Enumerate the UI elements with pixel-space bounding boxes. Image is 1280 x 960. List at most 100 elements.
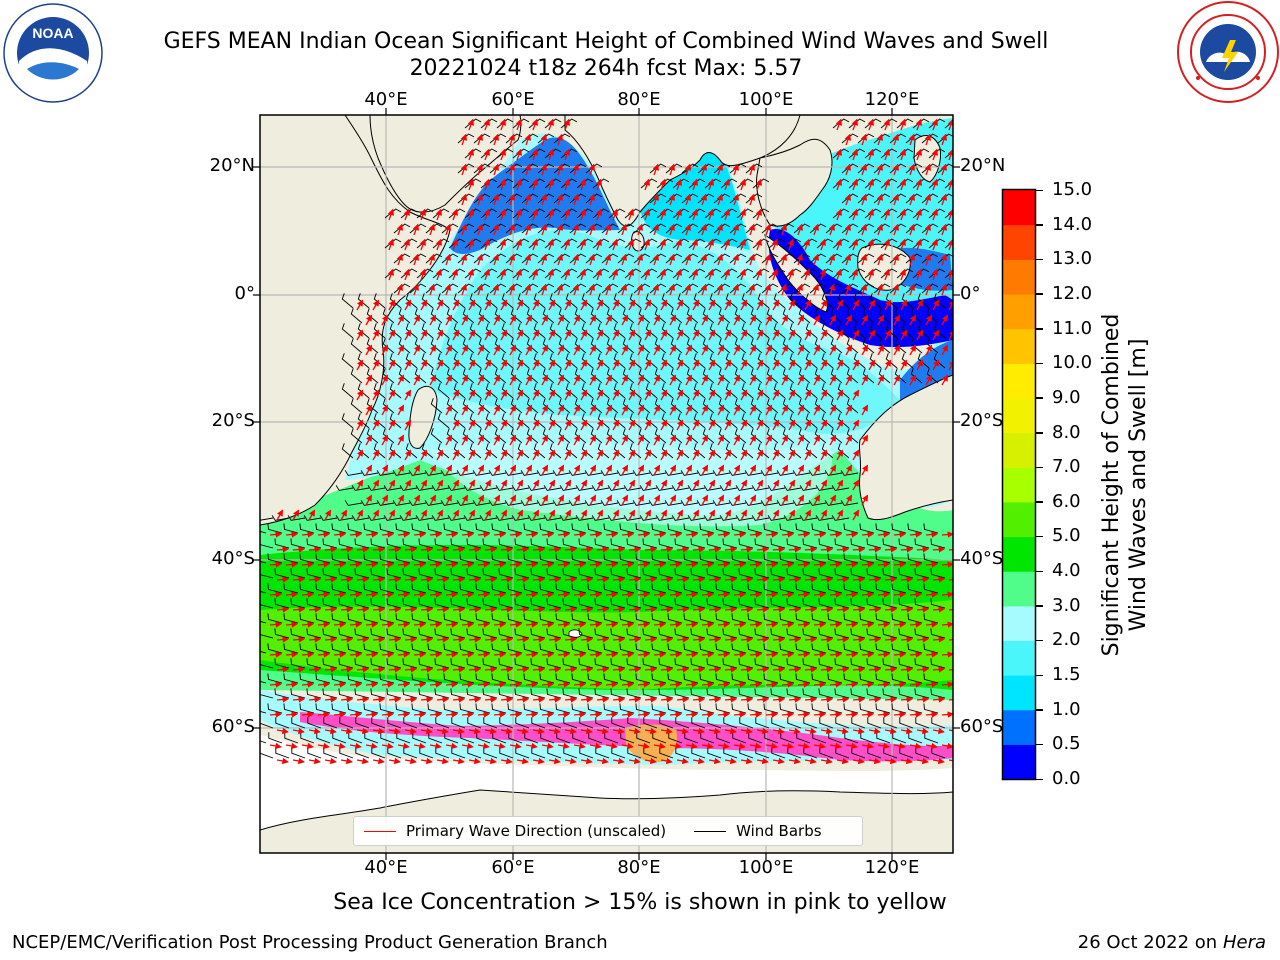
wind-barb	[677, 443, 690, 459]
wind-barb	[536, 500, 555, 506]
wind-barb	[629, 293, 642, 309]
wind-barb	[335, 485, 354, 491]
lat-label-right-40s: 40°S	[960, 548, 1004, 569]
colorbar-tick-mark	[1036, 605, 1043, 607]
wind-barb	[760, 500, 779, 506]
wind-barb	[527, 515, 546, 521]
wind-barb	[661, 323, 674, 339]
wind-barb	[815, 515, 834, 521]
wind-barb	[728, 500, 747, 506]
wind-barb	[591, 485, 610, 491]
wind-barb	[648, 470, 667, 476]
wind-barb	[366, 338, 379, 354]
wind-barb	[456, 500, 475, 506]
wind-barb	[824, 500, 843, 506]
wind-barb	[382, 428, 395, 444]
colorbar-segment	[1003, 675, 1035, 711]
wind-barb	[421, 323, 434, 339]
wind-barb	[789, 353, 802, 369]
wind-barb	[373, 443, 386, 459]
wind-barb	[373, 383, 386, 399]
wind-barb	[517, 443, 530, 459]
wind-barb	[782, 368, 795, 384]
australia-landmass	[858, 374, 953, 521]
wind-barb	[773, 323, 786, 339]
colorbar-segment	[1003, 224, 1035, 260]
wind-barb	[805, 413, 818, 429]
wind-barb	[734, 428, 747, 444]
wind-barb	[344, 470, 363, 476]
wind-barb	[494, 428, 507, 444]
wind-barb	[341, 413, 354, 429]
wind-barb	[613, 413, 626, 429]
wind-barb	[517, 413, 530, 429]
wind-barb	[446, 428, 459, 444]
wind-barb	[517, 323, 530, 339]
wind-barb	[638, 368, 651, 384]
wind-barb	[767, 485, 786, 491]
wind-barb	[840, 500, 859, 506]
colorbar-segment	[1003, 397, 1035, 434]
colorbar-tick-label: 11.0	[1052, 317, 1093, 339]
wind-barb	[478, 308, 491, 324]
wind-barb	[869, 353, 882, 369]
wind-barb	[597, 413, 610, 429]
wind-barb	[821, 293, 834, 309]
wind-barb	[837, 443, 850, 459]
wind-barb	[824, 470, 843, 476]
wind-barb	[606, 398, 619, 414]
wind-barb	[693, 293, 706, 309]
wind-barb	[718, 338, 731, 354]
wind-barb	[568, 500, 587, 506]
wind-barb	[597, 293, 610, 309]
wind-barb	[719, 485, 738, 491]
lat-label-left-60s: 60°S	[211, 716, 255, 737]
wind-barb	[815, 485, 834, 491]
wind-barb	[926, 368, 939, 384]
wind-barb	[751, 515, 770, 521]
wind-barb	[712, 470, 731, 476]
wind-barb	[718, 368, 731, 384]
wind-barb	[744, 500, 763, 506]
colorbar-segment	[1003, 190, 1035, 226]
wind-barb	[382, 338, 395, 354]
wind-barb	[453, 443, 466, 459]
wind-barb	[549, 413, 562, 429]
wind-barb	[878, 338, 891, 354]
wind-barb	[638, 398, 651, 414]
colorbar-segment	[1003, 536, 1035, 572]
wind-barb	[501, 383, 514, 399]
wind-barb	[430, 308, 443, 324]
wind-barb	[565, 323, 578, 339]
wind-barb	[504, 500, 523, 506]
wind-barb	[382, 368, 395, 384]
lat-label-left-40s: 40°S	[211, 548, 255, 569]
wind-barb	[750, 428, 763, 444]
wind-barb	[357, 353, 370, 369]
wind-barb	[709, 443, 722, 459]
wind-barb	[303, 515, 322, 521]
wind-barb	[590, 308, 603, 324]
wind-barb	[344, 500, 363, 506]
wind-barb	[773, 443, 786, 459]
wind-barb	[552, 500, 571, 506]
colorbar-segment	[1003, 744, 1035, 780]
sea-ice-note: Sea Ice Concentration > 15% is shown in …	[333, 890, 947, 915]
wind-barb	[664, 470, 683, 476]
wind-barb	[424, 470, 443, 476]
legend-wave-direction-label: Primary Wave Direction (unscaled)	[406, 822, 667, 840]
wind-barb	[808, 470, 827, 476]
wind-barb	[558, 308, 571, 324]
wind-barb	[360, 470, 379, 476]
wind-barb	[773, 293, 786, 309]
wind-barb	[629, 443, 642, 459]
colorbar-tick-label: 14.0	[1052, 213, 1093, 235]
wind-barb	[517, 353, 530, 369]
wind-barb	[831, 515, 850, 521]
footer-date-text: 26 Oct 2022 on	[1077, 932, 1223, 953]
wind-barb	[616, 470, 635, 476]
wind-barb	[661, 443, 674, 459]
colorbar-tick-mark	[1036, 397, 1043, 399]
wind-barb	[392, 500, 411, 506]
wind-barb	[462, 338, 475, 354]
